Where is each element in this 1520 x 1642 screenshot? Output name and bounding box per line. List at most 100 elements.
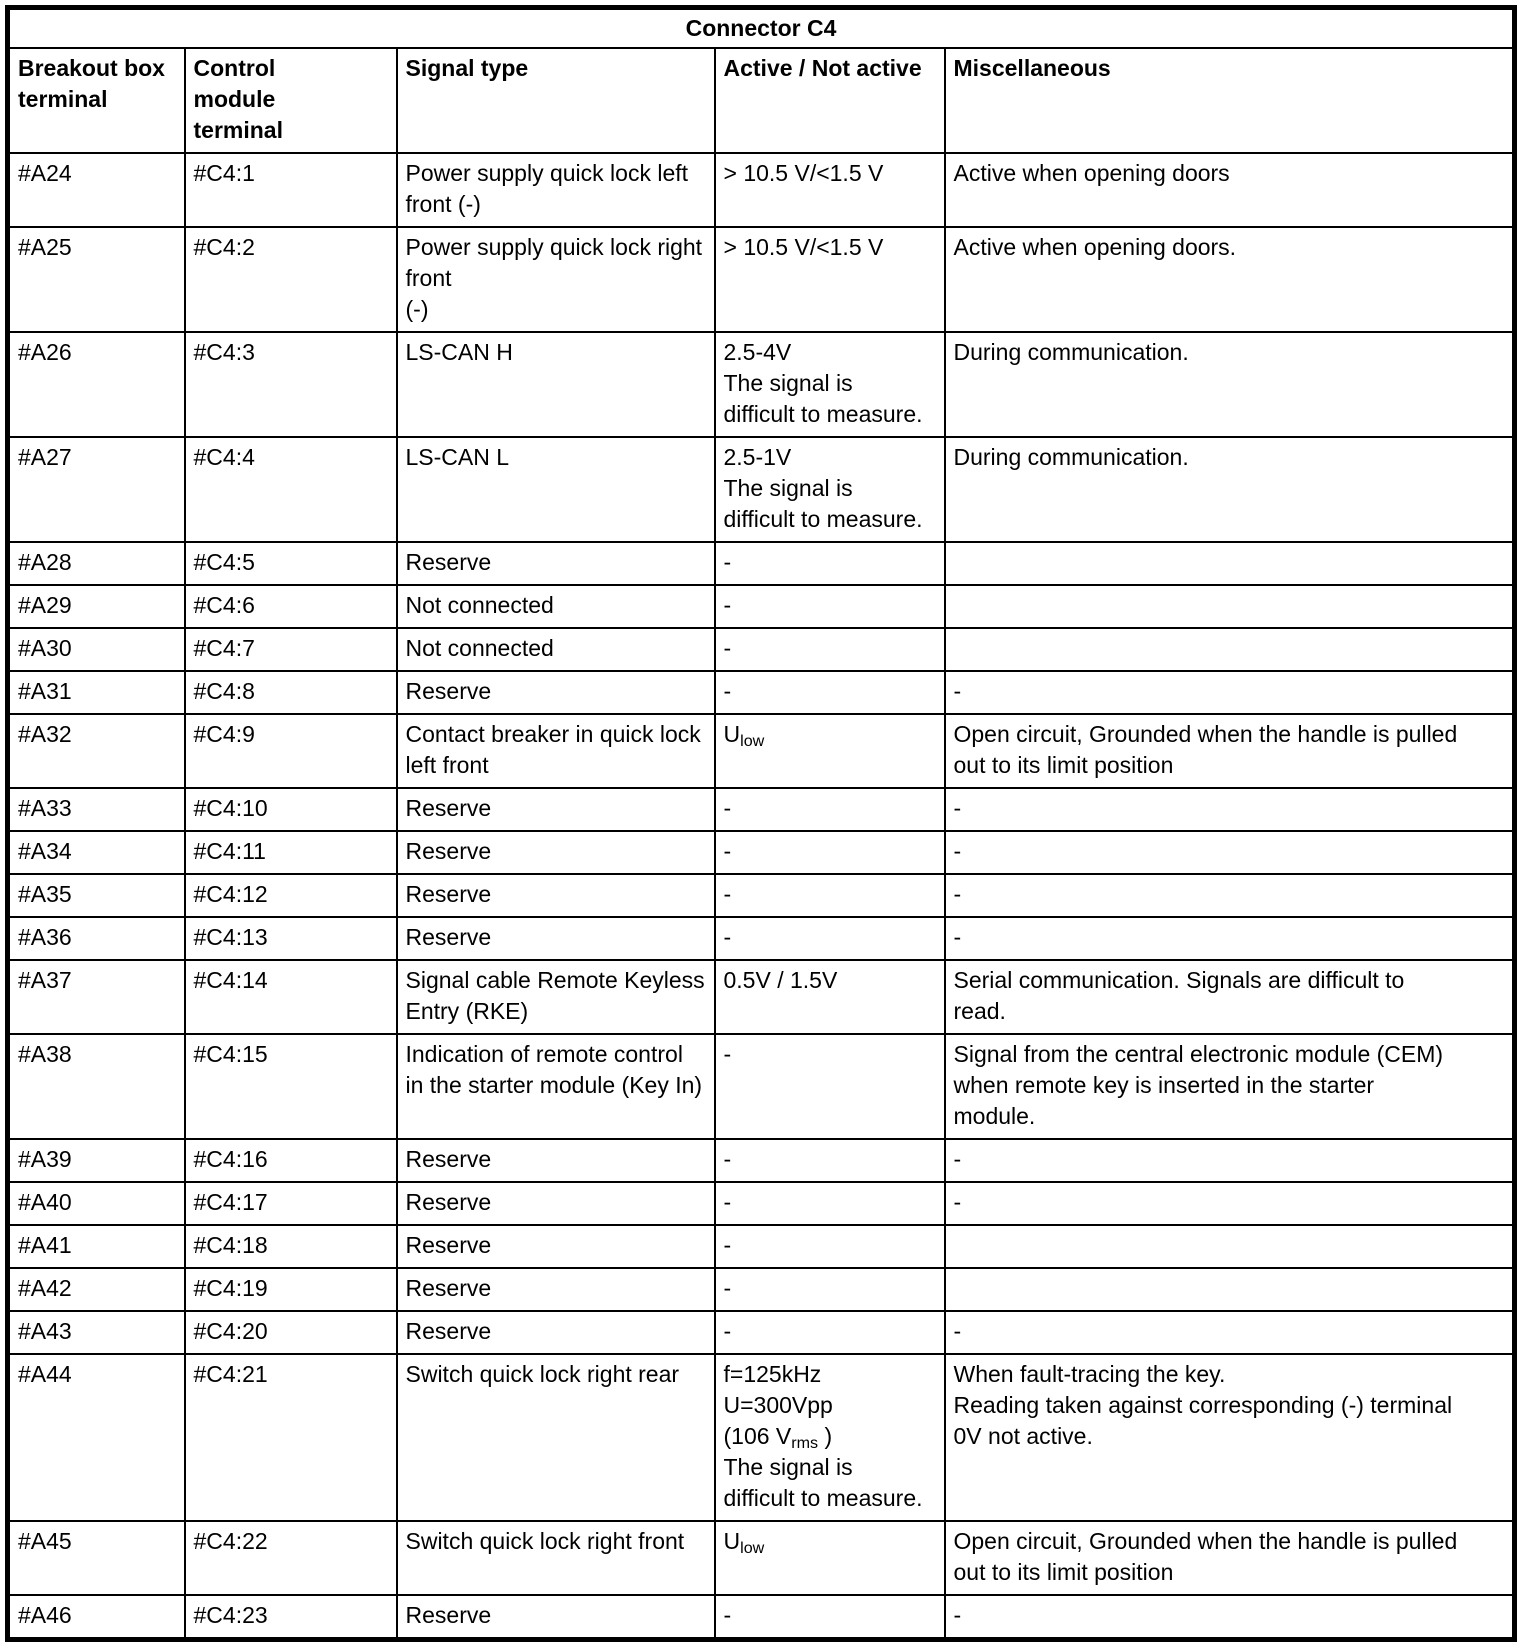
cell-active: -	[713, 1033, 946, 1140]
cell-misc: -	[943, 1310, 1516, 1355]
table-row: #A43 #C4:20 Reserve - -	[6, 1310, 1516, 1355]
connector-table: Connector C4 Breakout box terminal Contr…	[5, 5, 1517, 1642]
table-row: #A39 #C4:16 Reserve - -	[6, 1138, 1516, 1183]
cell-module-terminal: #C4:12	[183, 873, 398, 918]
cell-active: -	[713, 916, 946, 961]
table-row: #A44 #C4:21 Switch quick lock right rear f=…	[6, 1353, 1516, 1522]
cell-signal-type: Reserve	[395, 670, 716, 715]
cell-signal-type: Reserve	[395, 541, 716, 586]
table-row: #A26 #C4:3 LS-CAN H 2.5-4V The signal is di…	[6, 331, 1516, 438]
cell-active: -	[713, 541, 946, 586]
table-row: #A32 #C4:9 Contact breaker in quick lock l…	[6, 713, 1516, 789]
cell-active: -	[713, 873, 946, 918]
cell-active: 2.5-1V The signal is difficult to measur…	[713, 436, 946, 543]
cell-signal-type: Not connected	[395, 584, 716, 629]
table-row: #A35 #C4:12 Reserve - -	[6, 873, 1516, 918]
cell-active: -	[713, 1181, 946, 1226]
cell-misc: Open circuit, Grounded when the handle i…	[943, 1520, 1516, 1596]
table-row: #A40 #C4:17 Reserve - -	[6, 1181, 1516, 1226]
column-header-active: Active / Not active	[713, 47, 946, 154]
table-row: #A42 #C4:19 Reserve -	[6, 1267, 1516, 1312]
cell-signal-type: Reserve	[395, 1138, 716, 1183]
column-header-breakout-terminal: Breakout box terminal	[6, 47, 186, 154]
cell-signal-type: Reserve	[395, 1594, 716, 1641]
cell-signal-type: Reserve	[395, 787, 716, 832]
cell-signal-type: Power supply quick lock right front (-)	[395, 226, 716, 333]
table-row: #A28 #C4:5 Reserve -	[6, 541, 1516, 586]
cell-breakout-terminal: #A33	[6, 787, 186, 832]
cell-module-terminal: #C4:14	[183, 959, 398, 1035]
cell-signal-type: Switch quick lock right rear	[395, 1353, 716, 1522]
table-row: #A36 #C4:13 Reserve - -	[6, 916, 1516, 961]
cell-misc	[943, 627, 1516, 672]
cell-active: -	[713, 1594, 946, 1641]
cell-active: Ulow	[713, 713, 946, 789]
cell-breakout-terminal: #A35	[6, 873, 186, 918]
cell-module-terminal: #C4:9	[183, 713, 398, 789]
cell-breakout-terminal: #A37	[6, 959, 186, 1035]
cell-module-terminal: #C4:8	[183, 670, 398, 715]
cell-module-terminal: #C4:1	[183, 152, 398, 228]
cell-misc	[943, 584, 1516, 629]
cell-breakout-terminal: #A26	[6, 331, 186, 438]
header-row: Breakout box terminal Control module ter…	[6, 47, 1516, 154]
cell-module-terminal: #C4:19	[183, 1267, 398, 1312]
cell-module-terminal: #C4:15	[183, 1033, 398, 1140]
cell-active: 0.5V / 1.5V	[713, 959, 946, 1035]
table-row: #A30 #C4:7 Not connected -	[6, 627, 1516, 672]
cell-misc: Active when opening doors.	[943, 226, 1516, 333]
cell-active: -	[713, 787, 946, 832]
cell-misc: During communication.	[943, 331, 1516, 438]
table-title: Connector C4	[6, 6, 1516, 49]
cell-breakout-terminal: #A29	[6, 584, 186, 629]
cell-breakout-terminal: #A44	[6, 1353, 186, 1522]
cell-breakout-terminal: #A27	[6, 436, 186, 543]
cell-active: -	[713, 627, 946, 672]
cell-signal-type: LS-CAN H	[395, 331, 716, 438]
cell-misc: Signal from the central electronic modul…	[943, 1033, 1516, 1140]
cell-signal-type: Indication of remote control in the star…	[395, 1033, 716, 1140]
cell-misc: When fault-tracing the key. Reading take…	[943, 1353, 1516, 1522]
table-row: #A31 #C4:8 Reserve - -	[6, 670, 1516, 715]
cell-module-terminal: #C4:16	[183, 1138, 398, 1183]
cell-module-terminal: #C4:18	[183, 1224, 398, 1269]
cell-active: Ulow	[713, 1520, 946, 1596]
cell-active: -	[713, 1310, 946, 1355]
cell-active: -	[713, 830, 946, 875]
cell-module-terminal: #C4:3	[183, 331, 398, 438]
cell-misc: Open circuit, Grounded when the handle i…	[943, 713, 1516, 789]
cell-misc: During communication.	[943, 436, 1516, 543]
cell-signal-type: Reserve	[395, 1224, 716, 1269]
cell-active: > 10.5 V/<1.5 V	[713, 152, 946, 228]
cell-module-terminal: #C4:5	[183, 541, 398, 586]
cell-breakout-terminal: #A32	[6, 713, 186, 789]
cell-misc: -	[943, 873, 1516, 918]
cell-signal-type: Switch quick lock right front	[395, 1520, 716, 1596]
cell-active: -	[713, 584, 946, 629]
cell-active: 2.5-4V The signal is difficult to measur…	[713, 331, 946, 438]
cell-breakout-terminal: #A45	[6, 1520, 186, 1596]
cell-breakout-terminal: #A40	[6, 1181, 186, 1226]
cell-module-terminal: #C4:6	[183, 584, 398, 629]
cell-breakout-terminal: #A41	[6, 1224, 186, 1269]
cell-breakout-terminal: #A24	[6, 152, 186, 228]
cell-signal-type: Reserve	[395, 873, 716, 918]
cell-active: -	[713, 1138, 946, 1183]
cell-signal-type: Reserve	[395, 916, 716, 961]
cell-misc	[943, 1267, 1516, 1312]
cell-signal-type: Signal cable Remote Keyless Entry (RKE)	[395, 959, 716, 1035]
table-row: #A46 #C4:23 Reserve - -	[6, 1594, 1516, 1641]
cell-module-terminal: #C4:2	[183, 226, 398, 333]
cell-breakout-terminal: #A43	[6, 1310, 186, 1355]
cell-breakout-terminal: #A30	[6, 627, 186, 672]
cell-module-terminal: #C4:10	[183, 787, 398, 832]
cell-module-terminal: #C4:23	[183, 1594, 398, 1641]
cell-breakout-terminal: #A36	[6, 916, 186, 961]
cell-breakout-terminal: #A25	[6, 226, 186, 333]
cell-module-terminal: #C4:13	[183, 916, 398, 961]
cell-module-terminal: #C4:7	[183, 627, 398, 672]
cell-signal-type: Contact breaker in quick lock left front	[395, 713, 716, 789]
cell-misc: -	[943, 1181, 1516, 1226]
table-row: #A41 #C4:18 Reserve -	[6, 1224, 1516, 1269]
